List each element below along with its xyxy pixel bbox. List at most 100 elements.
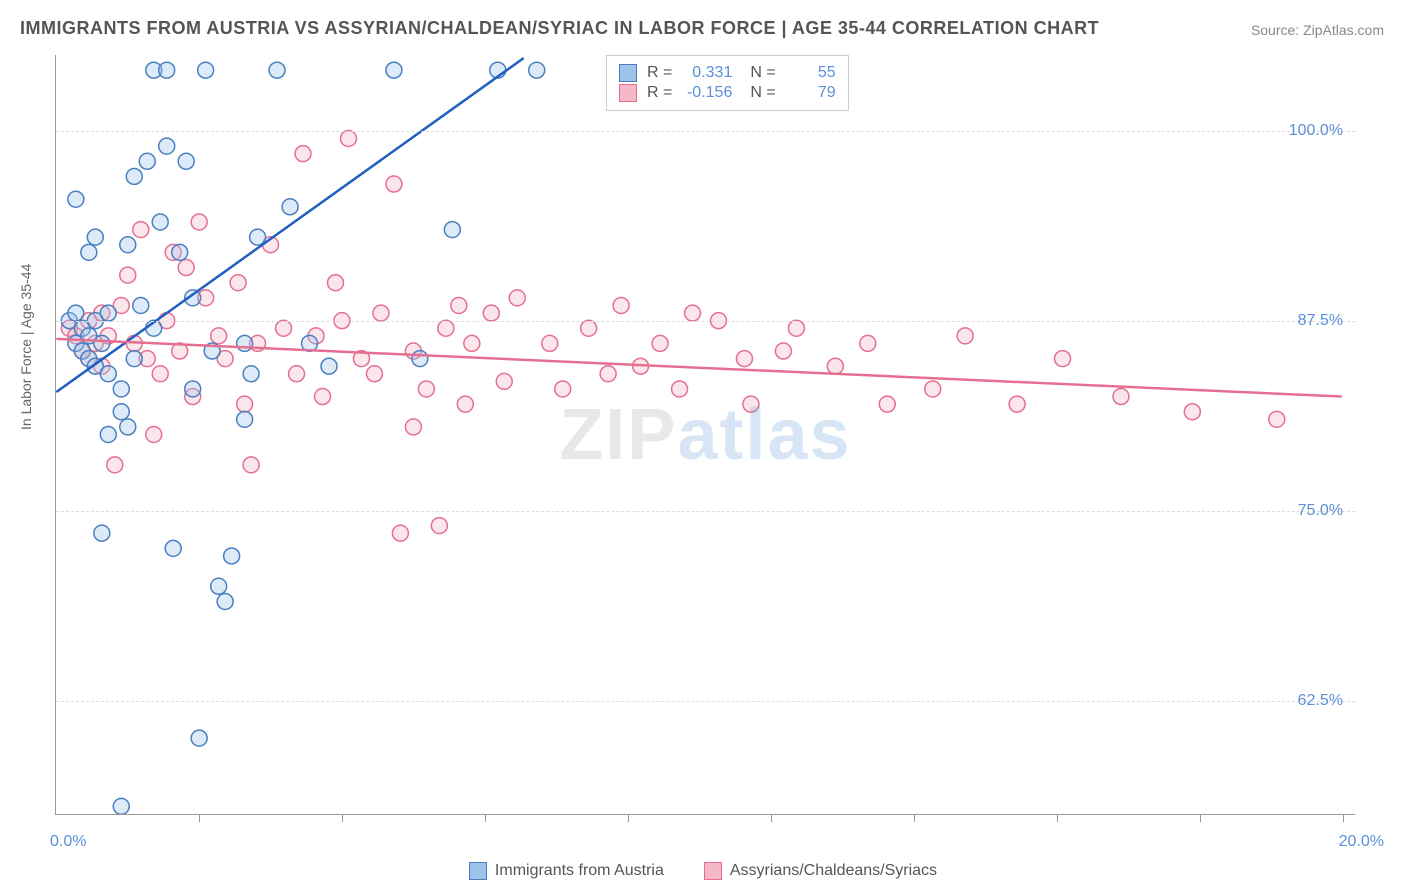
data-point [81,351,97,367]
data-point [282,199,298,215]
data-point [68,335,84,351]
data-point [94,335,110,351]
data-point [113,798,129,814]
data-point [113,297,129,313]
stats-row: R =0.331 N =55 [619,64,836,82]
data-point [321,358,337,374]
data-point [146,320,162,336]
data-point [386,176,402,192]
data-point [100,305,116,321]
x-tick [628,814,629,822]
data-point [68,305,84,321]
x-tick [342,814,343,822]
data-point [68,328,84,344]
data-point [496,373,512,389]
data-point [509,290,525,306]
data-point [230,275,246,291]
data-point [74,343,90,359]
legend-swatch [469,862,487,880]
source-label: Source: ZipAtlas.com [1251,22,1384,38]
trend-line [56,58,523,392]
data-point [113,381,129,397]
legend-swatch [704,862,722,880]
data-point [172,244,188,260]
data-point [529,62,545,78]
data-point [925,381,941,397]
data-point [386,62,402,78]
trend-line [56,339,1341,397]
data-point [165,540,181,556]
legend-item: Immigrants from Austria [469,862,664,880]
data-point [438,320,454,336]
data-point [860,335,876,351]
stats-n-label: N = [750,84,775,102]
data-point [172,343,188,359]
data-point [1269,411,1285,427]
stats-r-label: R = [647,64,672,82]
data-point [87,358,103,374]
data-point [178,153,194,169]
data-point [87,229,103,245]
x-tick [1057,814,1058,822]
data-point [81,244,97,260]
data-point [224,548,240,564]
data-point [444,222,460,238]
x-tick [485,814,486,822]
stats-r-value: 0.331 [682,64,732,82]
data-point [217,351,233,367]
y-tick-label: 75.0% [1298,502,1343,520]
chart-title: IMMIGRANTS FROM AUSTRIA VS ASSYRIAN/CHAL… [20,18,1099,39]
data-point [405,419,421,435]
x-tick [199,814,200,822]
data-point [743,396,759,412]
data-point [191,214,207,230]
data-point [827,358,843,374]
data-point [315,389,331,405]
gridline-h [56,321,1355,322]
y-tick-label: 62.5% [1298,692,1343,710]
data-point [373,305,389,321]
data-point [159,62,175,78]
data-point [191,730,207,746]
watermark: ZIPatlas [559,394,851,476]
data-point [152,214,168,230]
data-point [152,366,168,382]
data-point [107,457,123,473]
stats-n-value: 55 [786,64,836,82]
data-point [126,351,142,367]
x-tick [771,814,772,822]
data-point [159,138,175,154]
data-point [68,191,84,207]
correlation-stats-box: R =0.331 N =55R =-0.156 N =79 [606,55,849,111]
data-point [418,381,434,397]
data-point [457,396,473,412]
watermark-zip: ZIP [559,395,677,475]
data-point [74,343,90,359]
data-point [113,404,129,420]
stats-swatch [619,84,637,102]
data-point [178,260,194,276]
watermark-atlas: atlas [677,395,851,475]
stats-r-value: -0.156 [682,84,732,102]
data-point [237,411,253,427]
data-point [198,290,214,306]
data-point [464,335,480,351]
gridline-h [56,511,1355,512]
data-point [685,305,701,321]
data-point [581,320,597,336]
stats-swatch [619,64,637,82]
data-point [100,328,116,344]
data-point [412,351,428,367]
data-point [269,62,285,78]
data-point [243,457,259,473]
data-point [185,381,201,397]
data-point [788,320,804,336]
data-point [81,328,97,344]
chart-container: IMMIGRANTS FROM AUSTRIA VS ASSYRIAN/CHAL… [0,0,1406,892]
y-axis-label: In Labor Force | Age 35-44 [18,264,34,430]
data-point [405,343,421,359]
data-point [198,62,214,78]
data-point [392,525,408,541]
data-point [100,366,116,382]
data-point [1055,351,1071,367]
